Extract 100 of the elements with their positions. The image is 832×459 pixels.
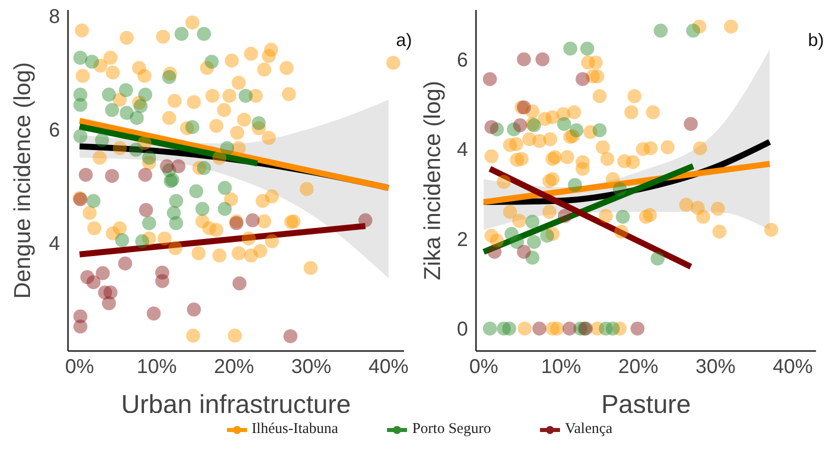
y-tick-label: 2 bbox=[456, 228, 468, 251]
y-tick-label: 6 bbox=[48, 119, 60, 142]
legend-label: Porto Seguro bbox=[412, 421, 491, 438]
legend-label: Ilhéus-Itabuna bbox=[252, 421, 338, 438]
point bbox=[482, 72, 497, 86]
point bbox=[138, 88, 152, 102]
point bbox=[686, 24, 700, 38]
point bbox=[196, 26, 211, 41]
point bbox=[139, 203, 154, 218]
point bbox=[488, 244, 502, 259]
point bbox=[569, 123, 584, 138]
point bbox=[540, 228, 554, 243]
x-axis-title: Pasture bbox=[601, 389, 691, 419]
point bbox=[482, 322, 497, 336]
point bbox=[650, 252, 665, 266]
point bbox=[118, 83, 133, 98]
y-tick-label: 0 bbox=[456, 318, 468, 341]
point bbox=[616, 210, 630, 224]
x-tick-label: 40% bbox=[368, 356, 409, 378]
point bbox=[169, 216, 184, 230]
point bbox=[580, 42, 594, 56]
point bbox=[195, 202, 210, 216]
point bbox=[84, 54, 99, 69]
point bbox=[73, 129, 88, 144]
point bbox=[592, 123, 607, 138]
point bbox=[612, 182, 627, 196]
point bbox=[128, 142, 143, 157]
point bbox=[557, 116, 572, 131]
x-tick-label: 40% bbox=[772, 356, 814, 378]
x-tick-label: 30% bbox=[696, 356, 736, 378]
x-tick-label: 0% bbox=[65, 356, 94, 378]
point bbox=[142, 216, 156, 230]
point bbox=[189, 184, 204, 198]
point bbox=[130, 110, 144, 125]
point bbox=[155, 274, 170, 288]
y-axis-title: Zika incidence (log) bbox=[419, 80, 446, 280]
point bbox=[252, 116, 266, 130]
point bbox=[105, 168, 120, 183]
x-axis-title: Urban infrastructure bbox=[121, 389, 351, 419]
point bbox=[516, 244, 531, 259]
point bbox=[525, 214, 540, 229]
point bbox=[115, 233, 130, 248]
point bbox=[510, 234, 524, 249]
y-tick-label: 4 bbox=[48, 233, 60, 256]
x-tick-label: 20% bbox=[214, 356, 254, 378]
point bbox=[516, 52, 531, 66]
point bbox=[105, 103, 120, 118]
point bbox=[513, 118, 528, 132]
point bbox=[135, 234, 150, 248]
x-tick-label: 10% bbox=[540, 356, 582, 378]
point bbox=[134, 99, 148, 114]
point bbox=[562, 322, 576, 336]
point bbox=[118, 256, 132, 270]
point bbox=[146, 306, 161, 320]
point bbox=[171, 159, 186, 174]
point bbox=[94, 133, 109, 148]
point bbox=[358, 213, 372, 228]
point bbox=[78, 168, 93, 182]
point bbox=[218, 180, 232, 195]
point bbox=[204, 54, 219, 69]
point bbox=[73, 320, 88, 334]
point bbox=[535, 52, 550, 66]
annotation: a) bbox=[396, 30, 412, 51]
point bbox=[576, 72, 590, 86]
point bbox=[185, 120, 200, 134]
annotation: b) bbox=[808, 30, 824, 51]
point bbox=[186, 302, 201, 317]
point bbox=[102, 296, 116, 310]
point bbox=[162, 70, 176, 84]
point bbox=[96, 266, 110, 280]
point bbox=[232, 276, 246, 290]
point bbox=[684, 116, 698, 131]
point bbox=[568, 178, 582, 192]
point bbox=[174, 26, 189, 41]
x-tick-label: 20% bbox=[618, 356, 659, 378]
point bbox=[218, 202, 232, 216]
x-tick-label: 10% bbox=[136, 356, 178, 378]
point bbox=[532, 322, 546, 336]
point bbox=[283, 329, 298, 344]
x-tick-label: 0% bbox=[469, 356, 498, 378]
point bbox=[220, 141, 234, 156]
point bbox=[196, 160, 211, 175]
point bbox=[246, 213, 260, 228]
y-tick-label: 4 bbox=[456, 139, 468, 162]
point bbox=[73, 50, 88, 65]
legend-label: Valença bbox=[564, 421, 612, 438]
point bbox=[563, 42, 578, 56]
point bbox=[120, 106, 134, 120]
point bbox=[630, 322, 644, 336]
point bbox=[558, 208, 572, 223]
point bbox=[502, 322, 516, 336]
point bbox=[654, 24, 668, 38]
point bbox=[138, 168, 152, 182]
point bbox=[142, 150, 156, 165]
y-tick-label: 8 bbox=[48, 6, 60, 28]
point bbox=[86, 275, 100, 290]
y-axis-title: Dengue incidence (log) bbox=[9, 62, 36, 299]
point bbox=[160, 159, 174, 174]
point bbox=[606, 322, 620, 336]
point bbox=[238, 88, 253, 103]
